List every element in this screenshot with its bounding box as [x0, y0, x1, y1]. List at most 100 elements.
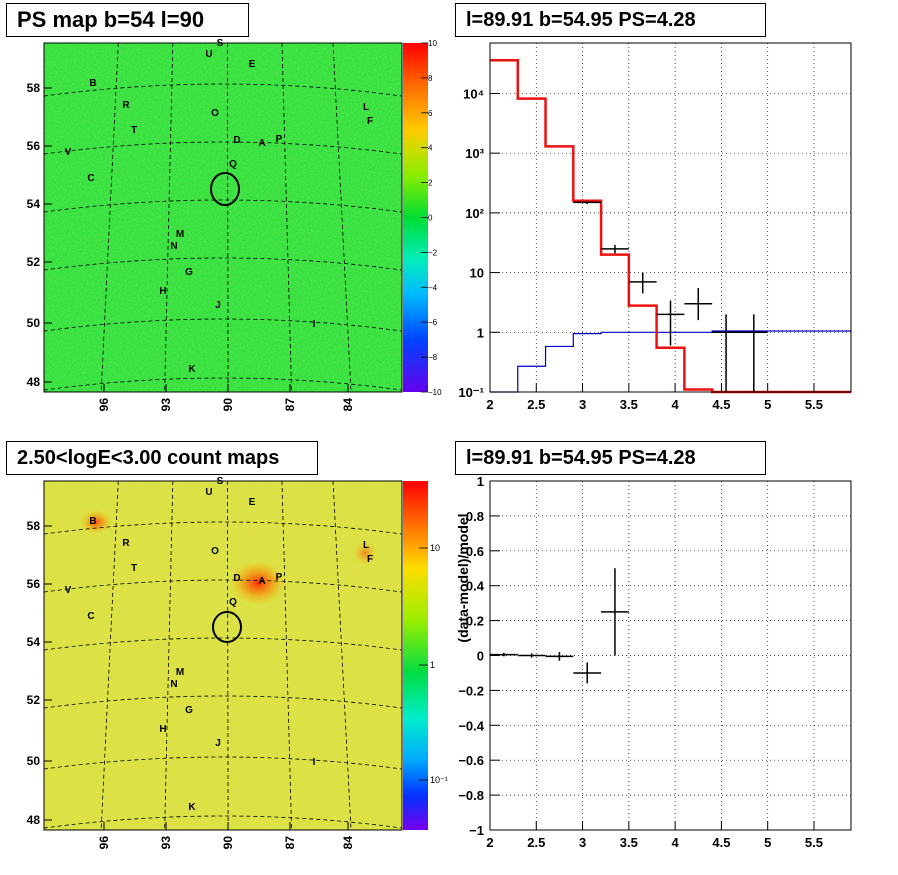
spectrum-x-tick-label: 5 [764, 397, 771, 412]
source-label-l: L [363, 540, 369, 551]
residual-x-tick-label: 5 [764, 835, 771, 850]
spectrum-y-tick-label: 10⁴ [463, 86, 484, 101]
lat-tick-label: 48 [27, 375, 41, 389]
source-label-h: H [159, 286, 166, 297]
source-label-r: R [122, 538, 130, 549]
lon-gridline [100, 481, 119, 830]
residual-y-tick-label: −1 [469, 823, 484, 838]
lat-gridline [44, 199, 402, 213]
lat-gridline [44, 695, 402, 709]
spectrum-y-tick-label: 10⁻¹ [458, 385, 484, 400]
source-label-e: E [249, 59, 256, 70]
source-label-f: F [367, 116, 373, 127]
spectrum-background-model-line [490, 330, 851, 393]
source-label-b: B [89, 516, 96, 527]
source-label-m: M [176, 667, 184, 678]
count-map-axes: 58 56 54 52 50 48 96 93 90 87 84 [27, 519, 355, 849]
source-label-j: J [215, 300, 221, 311]
count-map-grid [44, 481, 402, 830]
spectrum-x-tick-label: 4.5 [712, 397, 730, 412]
lat-tick-label: 54 [27, 635, 41, 649]
residual-x-tick-label: 4 [672, 835, 680, 850]
colorbar-tick-label: −6 [428, 318, 438, 327]
lat-gridline [44, 377, 402, 391]
spectrum-x-tick-label: 2.5 [527, 397, 545, 412]
source-label-c: C [87, 611, 94, 622]
source-label-o: O [211, 108, 219, 119]
source-label-n: N [170, 679, 177, 690]
source-label-a: A [258, 138, 265, 149]
source-label-q: Q [229, 159, 237, 170]
colorbar-tick-label: 1 [430, 660, 435, 670]
residual-x-tick-label: 3 [579, 835, 586, 850]
source-label-q: Q [229, 597, 237, 608]
source-label-r: R [122, 100, 130, 111]
lat-gridline [44, 257, 402, 271]
lon-tick-label: 84 [341, 398, 355, 412]
spectrum-panel: 2 2.5 3 3.5 4 4.5 5 5.5 10⁻¹ 1 10 10² 10³ 10⁴ [458, 42, 852, 412]
lon-tick-label: 96 [97, 398, 111, 412]
residual-y-tick-label: 1 [477, 474, 484, 489]
residual-y-tick-label: −0.8 [458, 788, 484, 803]
residual-y-tick-label: 0 [477, 649, 484, 664]
colorbar-tick-label: 4 [428, 144, 433, 153]
source-label-u: U [205, 487, 212, 498]
lat-tick-label: 56 [27, 139, 41, 153]
lat-tick-label: 50 [27, 316, 41, 330]
lon-gridline [164, 43, 174, 392]
source-label-t: T [131, 125, 137, 136]
source-label-v: V [65, 147, 72, 158]
residual-grid [489, 481, 851, 830]
lat-gridline [44, 579, 402, 593]
source-label-o: O [211, 546, 219, 557]
source-label-m: M [176, 229, 184, 240]
hotspot-b [80, 510, 112, 534]
lon-gridline [227, 43, 229, 392]
colorbar-tick-label: 2 [428, 179, 433, 188]
spectrum-title: l=89.91 b=54.95 PS=4.28 [455, 3, 766, 37]
lon-tick-label: 96 [97, 836, 111, 850]
source-label-p: P [276, 134, 283, 145]
spectrum-data-points [573, 200, 768, 392]
lon-tick-label: 87 [283, 836, 297, 850]
spectrum-x-tick-label: 2 [486, 397, 493, 412]
lat-gridline [44, 141, 402, 155]
source-label-t: T [131, 563, 137, 574]
source-label-i: I [313, 757, 316, 768]
source-label-a: A [258, 576, 265, 587]
residual-y-tick-label: 0.2 [466, 614, 484, 629]
spectrum-y-tick-label: 10³ [465, 146, 484, 161]
hotspot-a [230, 561, 286, 605]
count-map-title: 2.50<logE<3.00 count maps [6, 441, 318, 475]
lat-tick-label: 50 [27, 754, 41, 768]
source-label-i: I [313, 319, 316, 330]
lat-tick-label: 52 [27, 693, 41, 707]
source-label-b: B [89, 78, 96, 89]
lon-gridline [164, 481, 174, 830]
residual-x-tick-label: 2 [486, 835, 493, 850]
source-label-g: G [185, 267, 193, 278]
colorbar-tick-label: 0 [428, 214, 433, 223]
ps-map-title: PS map b=54 l=90 [6, 3, 249, 37]
residual-y-tick-label: 0.4 [466, 579, 485, 594]
lon-gridline [227, 481, 229, 830]
source-label-h: H [159, 724, 166, 735]
lon-tick-label: 87 [283, 398, 297, 412]
lon-gridline [332, 43, 352, 392]
spectrum-y-tick-label: 1 [477, 325, 484, 340]
spectrum-axes: 2 2.5 3 3.5 4 4.5 5 5.5 10⁻¹ 1 10 10² 10³ 10⁴ [458, 86, 823, 412]
count-map-texture [44, 481, 402, 830]
residual-x-tick-label: 2.5 [527, 835, 545, 850]
lat-tick-label: 58 [27, 519, 41, 533]
lon-tick-label: 90 [221, 398, 235, 412]
lat-tick-label: 48 [27, 813, 41, 827]
residual-ylabel: (data-model)/model [455, 513, 471, 642]
ps-map-frame [43, 42, 403, 393]
lat-gridline [44, 318, 402, 332]
lat-tick-label: 52 [27, 255, 41, 269]
residual-panel: 2 2.5 3 3.5 4 4.5 5 5.5 −1 −0.8 −0.6 −0.4 −0.2 0 0.2 0.… [455, 474, 852, 850]
count-map-colorbar [403, 481, 428, 830]
lat-tick-label: 54 [27, 197, 41, 211]
spectrum-x-tick-label: 5.5 [805, 397, 823, 412]
